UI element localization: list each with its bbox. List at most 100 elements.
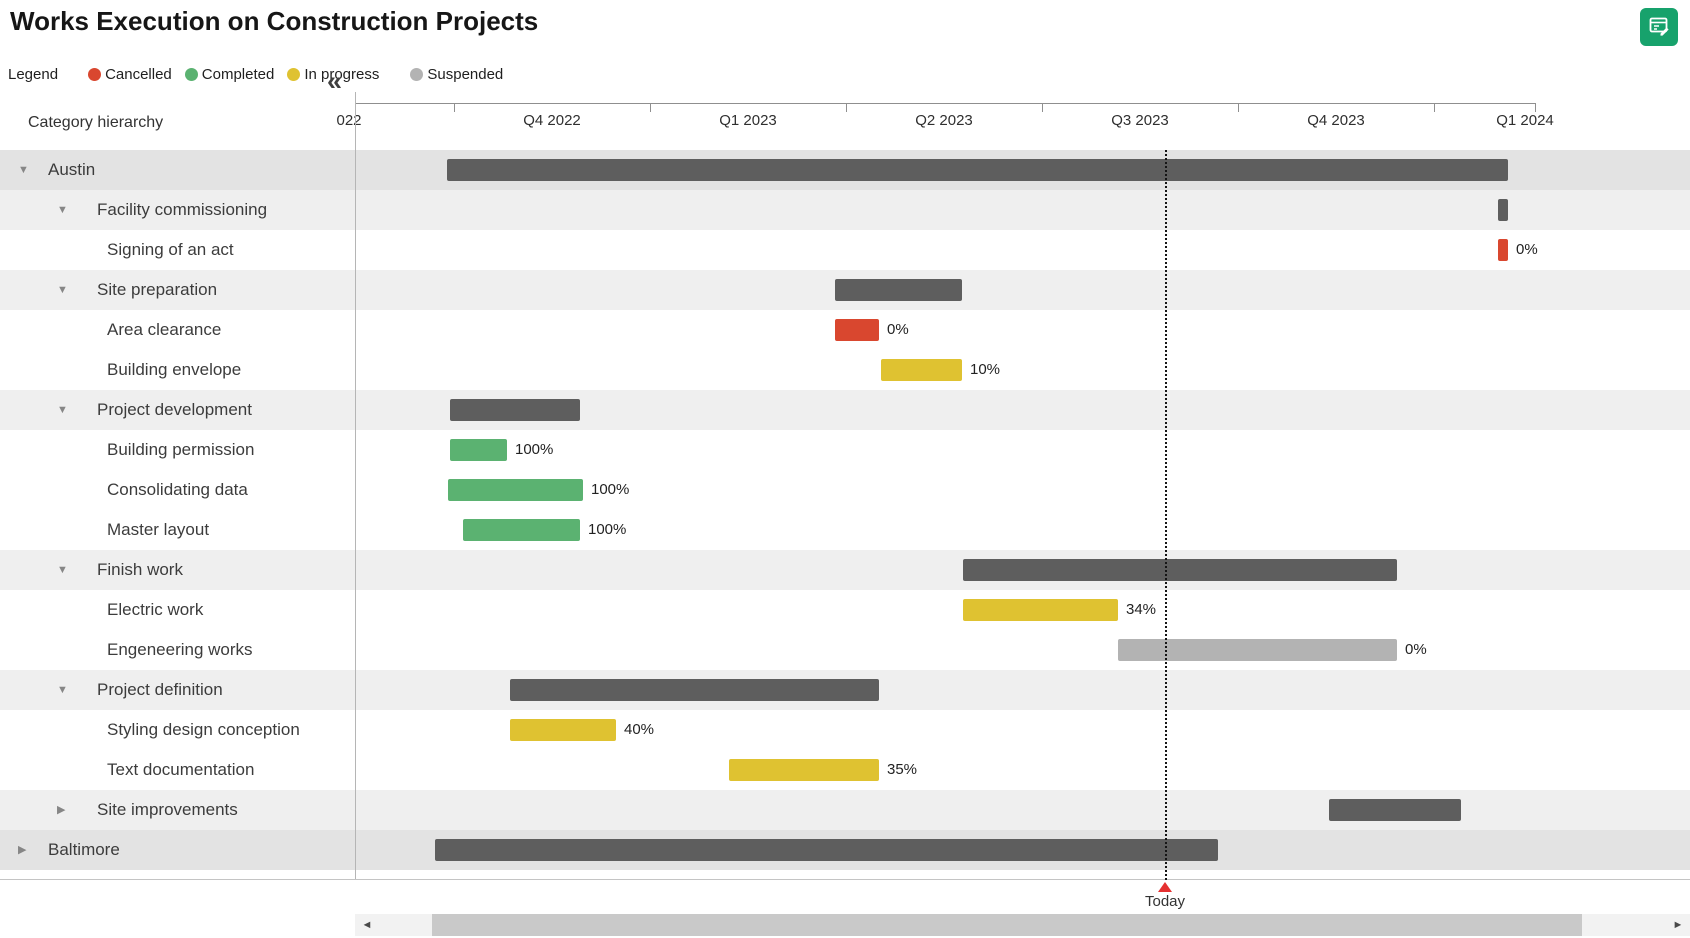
task-bar[interactable]: [1118, 639, 1397, 661]
task-list-row[interactable]: ▼ Facility commissioning: [0, 190, 355, 230]
task-bar[interactable]: [881, 359, 962, 381]
row-expander-icon[interactable]: ▼: [18, 164, 29, 176]
row-stripe: [355, 350, 1690, 390]
task-bar[interactable]: [450, 439, 507, 461]
axis-quarter-label: 022: [336, 112, 362, 129]
task-list-row[interactable]: Master layout: [0, 510, 355, 550]
task-list-row[interactable]: ▼ Project definition: [0, 670, 355, 710]
legend-item-label: In progress: [304, 65, 380, 83]
legend: Legend Cancelled Completed In progress Susp…: [8, 62, 503, 86]
axis-tick: [1535, 103, 1536, 112]
row-expander-icon[interactable]: ▼: [57, 284, 68, 296]
legend-label: Legend: [8, 65, 59, 83]
task-list-row[interactable]: ▶ Baltimore: [0, 830, 355, 870]
task-label: Austin: [48, 160, 96, 179]
summary-bar[interactable]: [435, 839, 1218, 861]
legend-in-progress-dot: [287, 67, 301, 81]
task-label: Baltimore: [48, 840, 120, 859]
task-label: Building envelope: [107, 360, 242, 379]
progress-label: 40%: [624, 721, 655, 738]
task-list-row[interactable]: Consolidating data: [0, 470, 355, 510]
task-list-row[interactable]: Building permission: [0, 430, 355, 470]
open-editor-button[interactable]: [1640, 8, 1678, 46]
scrollbar-thumb[interactable]: [432, 914, 1582, 936]
summary-bar[interactable]: [963, 559, 1397, 581]
task-label: Project definition: [97, 680, 223, 699]
task-list-row[interactable]: Signing of an act: [0, 230, 355, 270]
task-label: Master layout: [107, 520, 210, 539]
row-stripe: [355, 630, 1690, 670]
task-bar[interactable]: [463, 519, 580, 541]
task-bar[interactable]: [835, 319, 879, 341]
task-bar[interactable]: [963, 599, 1118, 621]
task-label: Styling design conception: [107, 720, 300, 739]
legend-item: Completed: [184, 66, 274, 83]
axis-quarter-label: Q2 2023: [915, 112, 973, 129]
task-list-row[interactable]: Styling design conception: [0, 710, 355, 750]
row-expander-icon[interactable]: ▼: [57, 204, 68, 216]
row-expander-icon[interactable]: ▼: [57, 564, 68, 576]
progress-label: 100%: [515, 441, 554, 458]
task-label: Facility commissioning: [97, 200, 268, 219]
task-list-row[interactable]: ▼ Project development: [0, 390, 355, 430]
today-label: Today: [1144, 893, 1186, 910]
axis-quarter-label: Q3 2023: [1111, 112, 1169, 129]
summary-bar[interactable]: [447, 159, 1508, 181]
legend-item-label: Suspended: [427, 65, 504, 83]
axis-quarter-label: Q4 2023: [1307, 112, 1365, 129]
horizontal-scrollbar[interactable]: ◄ ►: [355, 914, 1690, 936]
progress-label: 34%: [1126, 601, 1157, 618]
today-line: [1165, 150, 1167, 880]
gantt-control: Category hierarchy ▼ Austin ▼ Facility comm…: [0, 100, 1690, 910]
row-expander-icon[interactable]: ▶: [57, 804, 66, 816]
task-label: Electric work: [107, 600, 204, 619]
legend-item: In progress: [287, 66, 379, 83]
task-list-row[interactable]: ▼ Finish work: [0, 550, 355, 590]
task-list-row[interactable]: ▼ Austin: [0, 150, 355, 190]
progress-label: 10%: [970, 361, 1001, 378]
task-list-row[interactable]: ▼ Site preparation: [0, 270, 355, 310]
legend-items: Cancelled Completed In progress Suspended: [88, 66, 503, 83]
task-label: Text documentation: [107, 760, 255, 779]
row-expander-icon[interactable]: ▼: [57, 684, 68, 696]
task-list-row[interactable]: Engeneering works: [0, 630, 355, 670]
summary-bar[interactable]: [835, 279, 962, 301]
legend-item-label: Cancelled: [105, 65, 172, 83]
task-bar[interactable]: [510, 719, 616, 741]
scroll-left-arrow-icon[interactable]: ◄: [355, 914, 379, 936]
task-bar[interactable]: [1498, 239, 1508, 261]
summary-bar[interactable]: [510, 679, 879, 701]
task-list-row[interactable]: Text documentation: [0, 750, 355, 790]
task-label: Project development: [97, 400, 252, 419]
row-expander-icon[interactable]: ▶: [18, 844, 27, 856]
legend-cancelled-dot: [88, 67, 102, 81]
axis-tick: [1434, 103, 1435, 112]
summary-bar[interactable]: [1329, 799, 1461, 821]
hierarchy-column-header: Category hierarchy: [28, 114, 164, 131]
task-bar[interactable]: [448, 479, 583, 501]
timeline-panel: 022 Q4 2022 Q1 2023 Q2 2023 Q3 2023 Q4 2023 Q1…: [336, 100, 1690, 880]
task-list-row[interactable]: Area clearance: [0, 310, 355, 350]
task-list-row[interactable]: Building envelope: [0, 350, 355, 390]
task-bar[interactable]: [729, 759, 879, 781]
collapse-panel-button[interactable]: «: [327, 66, 343, 96]
summary-bar[interactable]: [1498, 199, 1508, 221]
panel-divider[interactable]: [355, 92, 356, 879]
summary-bar[interactable]: [450, 399, 580, 421]
task-label: Area clearance: [107, 320, 222, 339]
progress-label: 0%: [887, 321, 909, 338]
axis-quarter-label: Q1 2023: [719, 112, 777, 129]
row-stripe: [355, 310, 1690, 350]
task-label: Finish work: [97, 560, 183, 579]
task-list: ▼ Austin ▼ Facility commissioning Signing of…: [0, 150, 355, 870]
document-edit-icon: [1647, 14, 1671, 41]
task-list-row[interactable]: Electric work: [0, 590, 355, 630]
row-expander-icon[interactable]: ▼: [57, 404, 68, 416]
axis-tick: [454, 103, 455, 112]
legend-completed-dot: [184, 67, 198, 81]
scroll-right-arrow-icon[interactable]: ►: [1666, 914, 1690, 936]
chart-area: 0% 0% 10% 100% 100% 100% 34% 0% 40% 35%: [355, 150, 1690, 880]
today-marker-triangle: [1158, 882, 1172, 892]
task-list-row[interactable]: ▶ Site improvements: [0, 790, 355, 830]
